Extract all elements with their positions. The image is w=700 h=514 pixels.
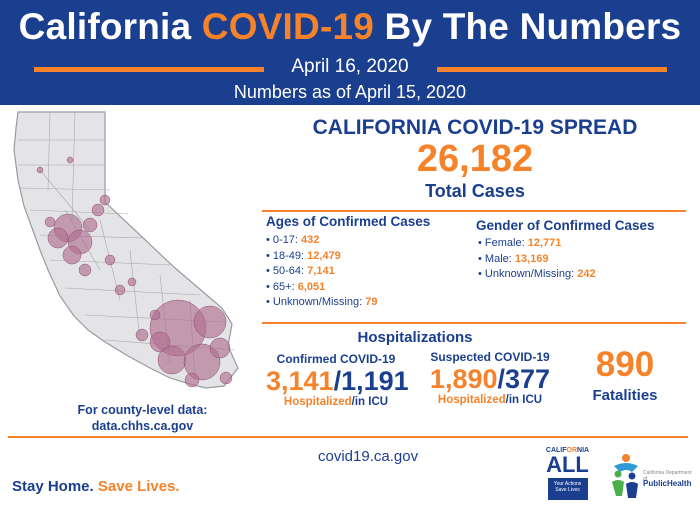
list-item: • 18-49: 12,479 bbox=[266, 249, 341, 262]
header-rule-left bbox=[34, 67, 264, 72]
list-item: • 65+: 6,051 bbox=[266, 280, 326, 293]
header-rule-right bbox=[437, 67, 667, 72]
fatalities-label: Fatalities bbox=[592, 387, 658, 404]
confirmed-values: 3,141/1,191 bbox=[266, 366, 409, 396]
list-item: • Male: 13,169 bbox=[478, 252, 549, 265]
list-item: • 0-17: 432 bbox=[266, 234, 320, 246]
list-item: • Unknown/Missing: 242 bbox=[478, 268, 596, 280]
divider-middle bbox=[262, 322, 686, 324]
suspected-sublabel: Hospitalized/in ICU bbox=[437, 394, 543, 406]
cdph-logo: California Department of PublicHealth bbox=[610, 452, 695, 507]
ages-heading: Ages of Confirmed Cases bbox=[266, 214, 431, 229]
people-icon bbox=[612, 454, 638, 498]
confirmed-hospitalizations: Confirmed COVID-19 3,141/1,191 Hospitali… bbox=[266, 352, 409, 408]
page-title: California COVID-19 By The Numbers bbox=[18, 6, 682, 47]
confirmed-label: Confirmed COVID-19 bbox=[276, 352, 396, 366]
divider-bottom bbox=[8, 436, 688, 438]
list-item: • 50-64: 7,141 bbox=[266, 265, 335, 277]
divider-top bbox=[262, 210, 686, 212]
data-as-of: Numbers as of April 15, 2020 bbox=[233, 82, 467, 102]
confirmed-sublabel: Hospitalized/in ICU bbox=[283, 396, 389, 408]
stay-home-slogan: Stay Home. Save Lives. bbox=[12, 478, 180, 495]
list-item: • Unknown/Missing: 79 bbox=[266, 296, 378, 308]
website-link[interactable]: covid19.ca.gov bbox=[318, 448, 419, 465]
report-date: April 16, 2020 bbox=[291, 56, 409, 77]
suspected-hospitalizations: Suspected COVID-19 1,890/377 Hospitalize… bbox=[420, 350, 560, 406]
county-data-link[interactable]: data.chhs.ca.gov bbox=[91, 419, 194, 433]
case-bubbles bbox=[36, 156, 233, 388]
header-banner: California COVID-19 By The Numbers April… bbox=[0, 0, 700, 105]
california-county-map bbox=[13, 111, 239, 389]
list-item: • Female: 12,771 bbox=[478, 237, 562, 249]
california-all-logo: CALIFORNIA ALL Your Actions Save Lives bbox=[540, 447, 595, 507]
ages-list: • 0-17: 432 • 18-49: 12,479 • 50-64: 7,1… bbox=[266, 233, 377, 311]
gender-list: • Female: 12,771 • Male: 13,169 • Unknow… bbox=[478, 236, 596, 283]
suspected-label: Suspected COVID-19 bbox=[430, 350, 550, 364]
hospitalizations-title: Hospitalizations bbox=[357, 329, 473, 346]
total-cases-label: Total Cases bbox=[425, 181, 525, 201]
spread-title: CALIFORNIA COVID-19 SPREAD bbox=[312, 116, 638, 139]
total-cases-value: 26,182 bbox=[416, 138, 534, 180]
suspected-values: 1,890/377 bbox=[429, 364, 551, 394]
county-data-note: For county-level data: data.chhs.ca.gov bbox=[60, 402, 225, 434]
fatalities-value: 890 bbox=[595, 345, 655, 384]
gender-heading: Gender of Confirmed Cases bbox=[476, 218, 655, 233]
